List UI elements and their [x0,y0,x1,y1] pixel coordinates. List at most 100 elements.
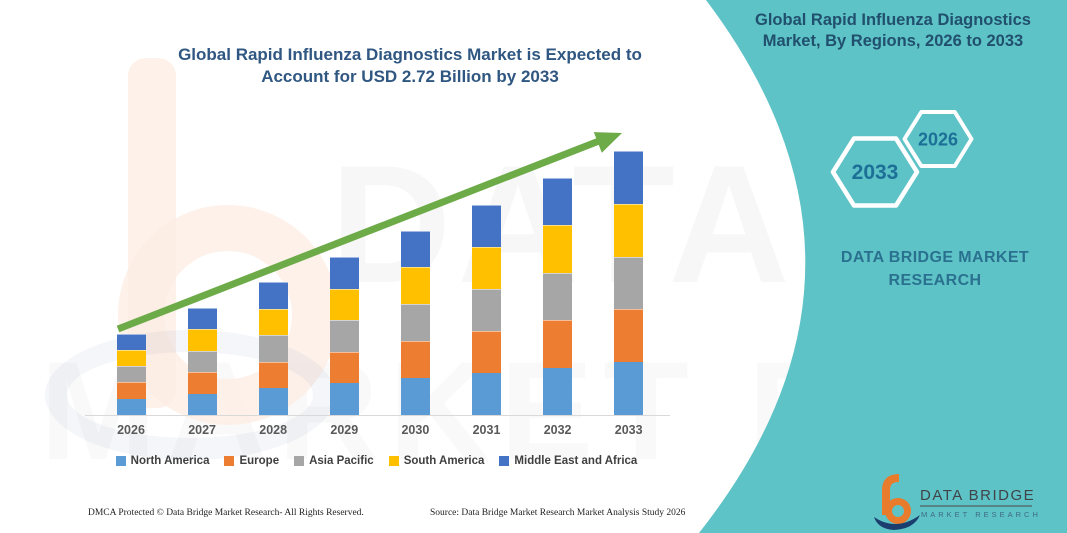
bar-segment-2026-middle-east-and-africa [116,333,146,350]
legend-item-south-america: South America [388,455,485,467]
legend-label: South America [403,455,485,467]
stacked-bar-2033 [614,151,644,415]
hexagon-2033-label: 2033 [852,161,899,184]
bar-segment-2029-asia-pacific [329,320,359,352]
stacked-bar-2027 [187,307,217,415]
logo-b-bowl-icon [885,498,911,524]
legend-label: Middle East and Africa [514,455,638,467]
bar-chart-plot-area [85,120,668,415]
bar-segment-2029-middle-east-and-africa [329,257,359,289]
bar-segment-2027-north-america [187,393,217,415]
bar-segment-2032-asia-pacific [543,272,573,320]
bar-segment-2028-middle-east-and-africa [258,282,288,309]
logo-title: DATA BRIDGE [920,487,1035,504]
bar-segment-2029-north-america [329,383,359,415]
panel-title-line1: Global Rapid Influenza Diagnostics [755,11,1031,29]
x-axis-label-2031: 2031 [472,423,501,437]
bar-segment-2026-europe [116,382,146,399]
legend-swatch-icon [224,456,235,466]
bar-segment-2027-middle-east-and-africa [187,307,217,329]
bar-segment-2031-middle-east-and-africa [472,204,501,247]
hexagon-2026-label: 2026 [918,130,958,150]
panel-title: Global Rapid Influenza Diagnostics Marke… [733,10,1053,53]
panel-title-line2: Market, By Regions, 2026 to 2033 [762,32,1024,51]
bar-segment-2031-south-america [472,246,501,289]
bar-segment-2033-north-america [614,362,644,415]
bar-segment-2029-europe [329,351,359,384]
bar-segment-2027-europe [187,372,217,394]
logo-b-stem-icon [882,474,900,515]
legend-label: North America [130,455,210,467]
legend-swatch-icon [294,456,305,466]
brand-text-line2: RESEARCH [888,272,982,290]
bar-segment-2026-south-america [116,349,146,367]
bar-segment-2027-asia-pacific [187,350,217,372]
footer-dmca-text: DMCA Protected © Data Bridge Market Rese… [88,508,364,518]
brand-text-line1: DATA BRIDGE MARKET [840,249,1030,266]
chart-legend: North America Europe Asia Pacific South Ame… [85,455,668,467]
logo-subtitle: MARKET RESEARCH [921,510,1041,519]
stacked-bar-2026 [116,333,146,415]
logo-swoosh-icon [874,515,920,530]
bar-segment-2033-asia-pacific [614,256,644,310]
bar-segment-2033-europe [614,309,644,363]
bar-segment-2031-europe [472,330,501,373]
bar-segment-2032-south-america [543,225,573,273]
x-axis-labels: 2026 2027 2028 2029 2030 2031 2032 2033 [85,423,668,441]
bar-segment-2028-north-america [258,388,288,415]
trend-arrow [116,132,622,333]
x-axis-label-2032: 2032 [543,423,572,437]
data-bridge-logo: DATA BRIDGE MARKET RESEARCH [874,474,1041,530]
x-axis-label-2026: 2026 [117,423,145,437]
bar-segment-2026-asia-pacific [116,366,146,383]
year-hexagons: 2033 2026 [830,110,974,208]
stacked-bar-2028 [258,282,288,415]
bar-segment-2030-asia-pacific [400,304,430,342]
legend-item-europe: Europe [224,455,279,467]
bar-segment-2029-south-america [329,288,359,321]
bar-segment-2030-middle-east-and-africa [400,230,430,268]
bar-segment-2030-north-america [400,378,430,415]
chart-title-line2: Account for USD 2.72 Billion by 2033 [261,67,559,87]
bar-segment-2033-middle-east-and-africa [614,151,644,204]
x-axis-label-2028: 2028 [259,423,288,437]
stacked-bar-2029 [329,257,359,415]
legend-swatch-icon [499,456,510,466]
hexagon-2033 [830,136,920,208]
bar-segment-2030-europe [400,341,430,379]
bar-segment-2033-south-america [614,203,644,257]
stacked-bar-2031 [472,204,501,415]
x-axis-label-2030: 2030 [401,423,430,437]
stacked-bar-2030 [400,230,430,415]
bar-segment-2028-asia-pacific [258,335,288,362]
legend-label: Europe [239,455,280,467]
legend-swatch-icon [388,456,399,466]
bar-segment-2026-north-america [116,398,146,415]
x-axis-label-2027: 2027 [188,423,216,437]
bar-segment-2032-middle-east-and-africa [543,177,573,225]
bar-segment-2030-south-america [400,267,430,305]
chart-title-line1: Global Rapid Influenza Diagnostics Marke… [178,45,642,64]
legend-item-asia-pacific: Asia Pacific [294,455,374,467]
brand-text: DATA BRIDGE MARKET RESEARCH [805,246,1065,292]
chart-title: Global Rapid Influenza Diagnostics Marke… [150,44,670,89]
bar-segment-2032-europe [543,320,573,368]
bar-segment-2032-north-america [543,367,573,415]
bar-segment-2031-north-america [472,372,501,415]
legend-swatch-icon [115,456,126,466]
footer-source-text: Source: Data Bridge Market Research Mark… [430,508,686,518]
x-axis-line [85,415,670,416]
legend-item-north-america: North America [115,455,210,467]
bar-segment-2028-south-america [258,308,288,336]
legend-label: Asia Pacific [309,455,374,467]
legend-item-middle-east-and-africa: Middle East and Africa [499,455,637,467]
bar-segment-2028-europe [258,361,288,389]
x-axis-label-2033: 2033 [614,423,643,437]
hexagon-2026 [902,110,974,168]
bar-segment-2027-south-america [187,329,217,351]
bar-segment-2031-asia-pacific [472,288,501,331]
stacked-bar-2032 [543,177,573,415]
x-axis-label-2029: 2029 [330,423,359,437]
